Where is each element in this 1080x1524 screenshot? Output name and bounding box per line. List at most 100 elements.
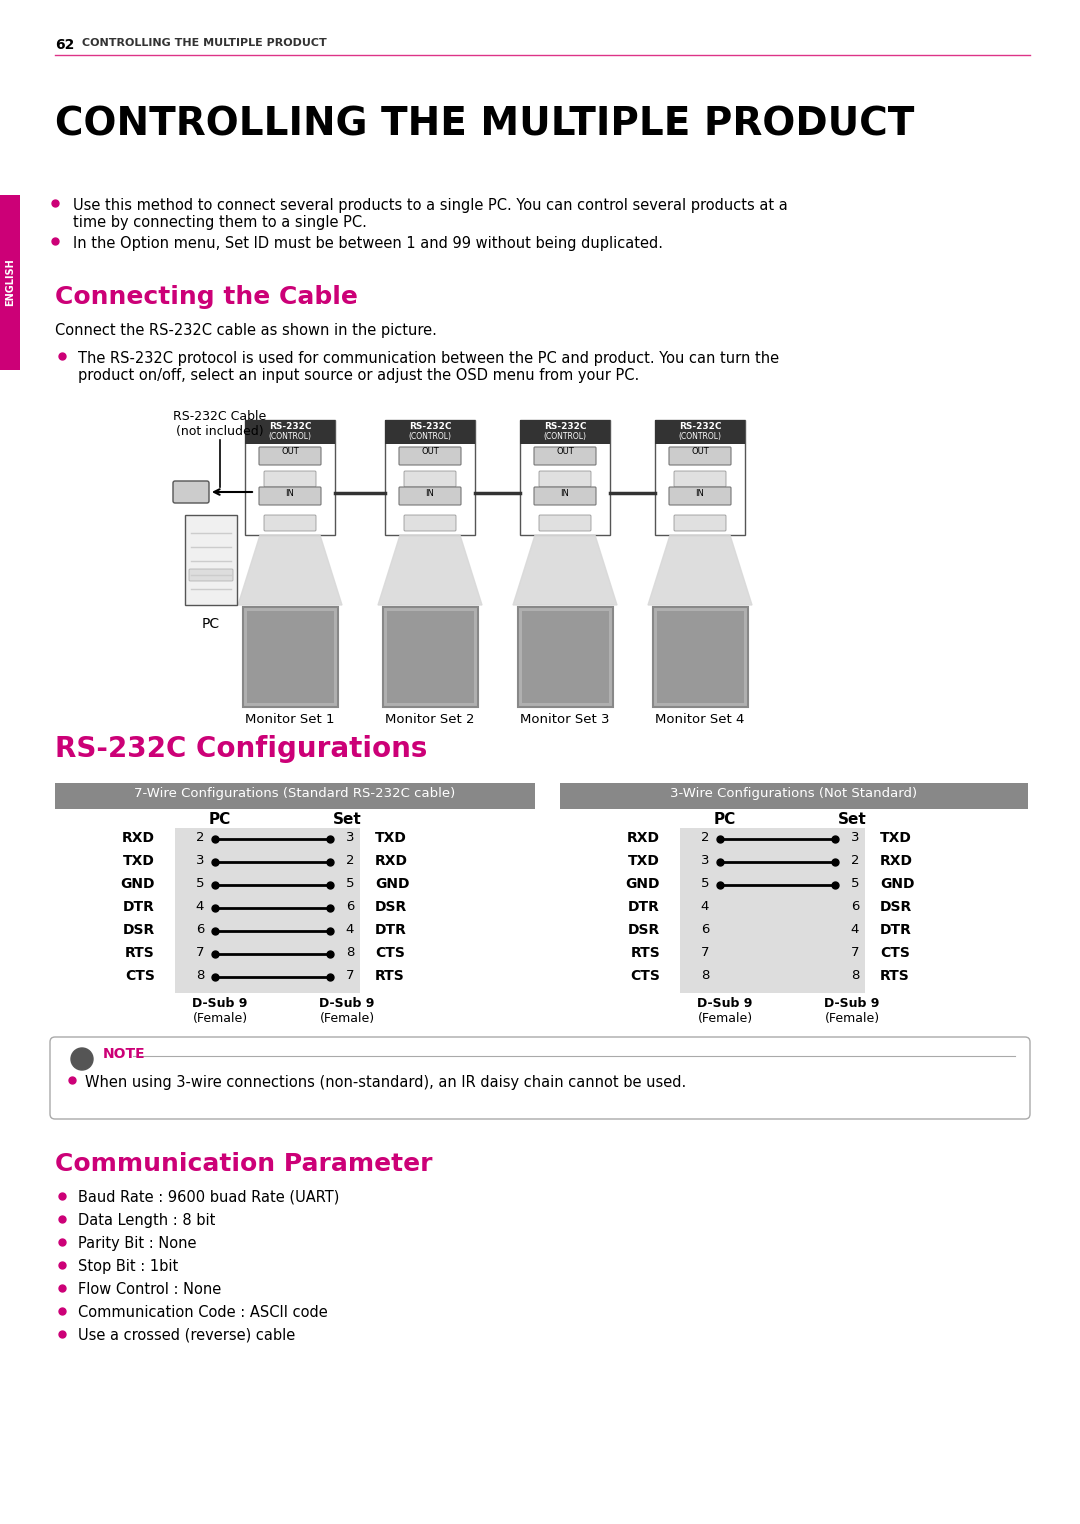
FancyBboxPatch shape xyxy=(259,488,321,504)
FancyBboxPatch shape xyxy=(680,828,865,994)
Text: 2: 2 xyxy=(346,853,354,867)
Text: 62: 62 xyxy=(55,38,75,52)
Text: RTS: RTS xyxy=(880,969,909,983)
Text: 4: 4 xyxy=(346,924,354,936)
Text: OUT: OUT xyxy=(421,447,438,456)
Text: RS-232C Cable: RS-232C Cable xyxy=(174,410,267,424)
Text: D-Sub 9: D-Sub 9 xyxy=(320,997,375,1010)
Text: RS-232C: RS-232C xyxy=(408,422,451,431)
Circle shape xyxy=(71,1049,93,1070)
FancyBboxPatch shape xyxy=(561,783,1028,809)
FancyBboxPatch shape xyxy=(259,447,321,465)
FancyBboxPatch shape xyxy=(522,611,609,703)
Text: product on/off, select an input source or adjust the OSD menu from your PC.: product on/off, select an input source o… xyxy=(78,367,639,383)
Text: When using 3-wire connections (non-standard), an IR daisy chain cannot be used.: When using 3-wire connections (non-stand… xyxy=(85,1074,686,1090)
Text: 3: 3 xyxy=(346,831,354,844)
Text: DTR: DTR xyxy=(629,901,660,914)
Text: TXD: TXD xyxy=(629,853,660,869)
Polygon shape xyxy=(378,535,482,605)
FancyBboxPatch shape xyxy=(189,568,233,581)
Text: IN: IN xyxy=(561,489,569,498)
FancyBboxPatch shape xyxy=(534,488,596,504)
Text: Monitor Set 2: Monitor Set 2 xyxy=(386,713,475,725)
Text: CTS: CTS xyxy=(375,946,405,960)
FancyBboxPatch shape xyxy=(669,447,731,465)
Text: 8: 8 xyxy=(701,969,710,981)
Text: 3: 3 xyxy=(195,853,204,867)
Text: !: ! xyxy=(79,1050,85,1064)
FancyBboxPatch shape xyxy=(264,471,316,488)
Text: DSR: DSR xyxy=(880,901,913,914)
Text: DSR: DSR xyxy=(123,924,156,937)
Polygon shape xyxy=(238,535,342,605)
Text: CTS: CTS xyxy=(125,969,156,983)
FancyBboxPatch shape xyxy=(175,828,360,994)
Text: Communication Code : ASCII code: Communication Code : ASCII code xyxy=(78,1305,327,1320)
Text: (not included): (not included) xyxy=(176,425,264,437)
FancyBboxPatch shape xyxy=(674,515,726,530)
Polygon shape xyxy=(513,535,617,605)
Text: 3: 3 xyxy=(701,853,710,867)
FancyBboxPatch shape xyxy=(657,611,744,703)
Text: Parity Bit : None: Parity Bit : None xyxy=(78,1236,197,1251)
Text: (CONTROL): (CONTROL) xyxy=(269,431,311,440)
Text: 7: 7 xyxy=(851,946,860,959)
Text: 2: 2 xyxy=(701,831,710,844)
FancyBboxPatch shape xyxy=(0,195,21,370)
Text: PC: PC xyxy=(202,617,220,631)
Text: (CONTROL): (CONTROL) xyxy=(543,431,586,440)
FancyBboxPatch shape xyxy=(247,611,334,703)
FancyBboxPatch shape xyxy=(245,421,335,443)
FancyBboxPatch shape xyxy=(50,1036,1030,1119)
Text: 3: 3 xyxy=(851,831,860,844)
FancyBboxPatch shape xyxy=(674,471,726,488)
Text: Data Length : 8 bit: Data Length : 8 bit xyxy=(78,1213,215,1228)
Text: DTR: DTR xyxy=(123,901,156,914)
Text: 8: 8 xyxy=(346,946,354,959)
Text: TXD: TXD xyxy=(375,831,407,844)
Text: 2: 2 xyxy=(851,853,860,867)
Text: Monitor Set 1: Monitor Set 1 xyxy=(245,713,335,725)
FancyBboxPatch shape xyxy=(384,421,475,443)
Text: Use this method to connect several products to a single PC. You can control seve: Use this method to connect several produ… xyxy=(73,198,787,213)
Text: 7: 7 xyxy=(701,946,710,959)
FancyBboxPatch shape xyxy=(264,515,316,530)
Text: RXD: RXD xyxy=(122,831,156,844)
Text: 4: 4 xyxy=(195,901,204,913)
Text: D-Sub 9: D-Sub 9 xyxy=(824,997,880,1010)
Text: 7-Wire Configurations (Standard RS-232C cable): 7-Wire Configurations (Standard RS-232C … xyxy=(134,786,456,800)
Text: Flow Control : None: Flow Control : None xyxy=(78,1282,221,1297)
Text: 7: 7 xyxy=(195,946,204,959)
Text: (CONTROL): (CONTROL) xyxy=(678,431,721,440)
Text: OUT: OUT xyxy=(556,447,573,456)
Text: GND: GND xyxy=(375,876,409,892)
Text: 6: 6 xyxy=(701,924,710,936)
Text: RTS: RTS xyxy=(375,969,405,983)
FancyBboxPatch shape xyxy=(384,421,475,535)
Text: 3-Wire Configurations (Not Standard): 3-Wire Configurations (Not Standard) xyxy=(671,786,918,800)
FancyBboxPatch shape xyxy=(399,488,461,504)
Text: D-Sub 9: D-Sub 9 xyxy=(192,997,247,1010)
FancyBboxPatch shape xyxy=(185,515,237,605)
FancyBboxPatch shape xyxy=(654,421,745,535)
FancyBboxPatch shape xyxy=(518,607,613,707)
Text: CONTROLLING THE MULTIPLE PRODUCT: CONTROLLING THE MULTIPLE PRODUCT xyxy=(82,38,327,47)
Text: PC: PC xyxy=(714,812,737,828)
Text: (Female): (Female) xyxy=(320,1012,375,1026)
Text: DTR: DTR xyxy=(375,924,407,937)
FancyBboxPatch shape xyxy=(539,471,591,488)
Text: 6: 6 xyxy=(195,924,204,936)
Text: 5: 5 xyxy=(701,876,710,890)
Text: RXD: RXD xyxy=(880,853,913,869)
Text: 2: 2 xyxy=(195,831,204,844)
FancyBboxPatch shape xyxy=(519,421,610,443)
Text: NOTE: NOTE xyxy=(103,1047,146,1061)
Text: Monitor Set 3: Monitor Set 3 xyxy=(521,713,610,725)
Text: IN: IN xyxy=(426,489,434,498)
Text: RTS: RTS xyxy=(125,946,156,960)
FancyBboxPatch shape xyxy=(534,447,596,465)
Text: Connecting the Cable: Connecting the Cable xyxy=(55,285,357,309)
Text: Use a crossed (reverse) cable: Use a crossed (reverse) cable xyxy=(78,1327,295,1343)
Text: Set: Set xyxy=(333,812,362,828)
Text: 7: 7 xyxy=(346,969,354,981)
